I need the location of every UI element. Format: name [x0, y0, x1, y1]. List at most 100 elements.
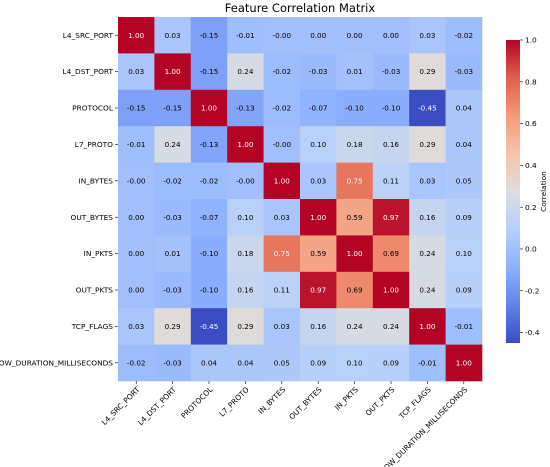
heatmap-cell	[336, 344, 374, 382]
heatmap-cell	[154, 89, 192, 127]
cell-value-label: 0.03	[310, 176, 326, 185]
heatmap-cell	[154, 344, 192, 382]
cell-value-label: 0.09	[456, 213, 472, 222]
heatmap-cell	[336, 162, 374, 200]
heatmap-cell	[190, 53, 228, 91]
x-tick-label: L4_DST_PORT	[136, 385, 178, 427]
heatmap-cell	[190, 126, 228, 163]
heatmap-cell	[336, 89, 374, 127]
heatmap-cell	[263, 162, 301, 200]
heatmap-cell	[336, 17, 374, 54]
heatmap-cell	[372, 89, 410, 127]
heatmap-cell	[263, 17, 301, 54]
cell-value-label: 0.09	[383, 358, 399, 367]
cell-value-label: 1.00	[274, 176, 290, 185]
heatmap-cell	[300, 271, 337, 309]
cell-value-label: 0.16	[383, 140, 399, 149]
heatmap-cell	[300, 199, 337, 236]
y-tick-label: PROTOCOL	[72, 104, 114, 113]
cell-value-label: 0.10	[310, 140, 326, 149]
heatmap-cell	[227, 53, 264, 91]
heatmap-cells: 1.00 0.03 -0.15 -0.01 -0.00 0.00 0.00 0.00 0.03 -…	[118, 17, 483, 382]
cell-value-label: -0.10	[382, 104, 401, 113]
heatmap-cell	[409, 17, 446, 54]
heatmap-cell	[190, 89, 228, 127]
y-tick-label: L4_SRC_PORT	[63, 31, 114, 40]
cell-value-label: 0.03	[165, 31, 181, 40]
cell-value-label: 1.00	[383, 286, 399, 295]
heatmap-cell	[409, 89, 446, 127]
heatmap-cell	[336, 235, 374, 273]
cell-value-label: 0.29	[419, 140, 435, 149]
cell-value-label: -0.15	[163, 104, 182, 113]
heatmap-cell	[445, 344, 483, 382]
cell-value-label: 0.59	[347, 213, 363, 222]
heatmap-cell	[372, 17, 410, 54]
heatmap-cell	[118, 199, 155, 236]
cell-value-label: 0.11	[274, 286, 290, 295]
colorbar-tick-label: 0.4	[525, 161, 537, 170]
cell-value-label: 0.29	[419, 67, 435, 76]
cell-value-label: -0.01	[418, 358, 437, 367]
cell-value-label: 0.16	[237, 286, 253, 295]
cell-value-label: 0.04	[237, 358, 253, 367]
heatmap-cell	[372, 271, 410, 309]
x-tick-label: OUT_BYTES	[287, 385, 324, 422]
heatmap-cell	[154, 271, 192, 309]
heatmap-cell	[227, 308, 264, 345]
heatmap-cell	[409, 126, 446, 163]
x-tick-label: IN_PKTS	[333, 385, 360, 412]
cell-value-label: -0.10	[345, 104, 364, 113]
colorbar-gradient	[506, 40, 520, 343]
cell-value-label: 0.05	[274, 358, 290, 367]
heatmap-cell	[154, 162, 192, 200]
heatmap-cell	[263, 89, 301, 127]
cell-value-label: -0.02	[272, 67, 291, 76]
cell-value-label: 0.01	[347, 67, 363, 76]
cell-value-label: -0.02	[200, 176, 219, 185]
cell-value-label: 0.00	[347, 31, 363, 40]
heatmap-cell	[372, 162, 410, 200]
heatmap-cell	[118, 126, 155, 163]
heatmap-cell	[336, 126, 374, 163]
heatmap-cell	[336, 308, 374, 345]
cell-value-label: 0.29	[165, 322, 181, 331]
heatmap-cell	[118, 271, 155, 309]
heatmap-cell	[263, 199, 301, 236]
heatmap-cell	[336, 271, 374, 309]
colorbar-tick-label: 0.6	[525, 119, 537, 128]
heatmap-cell	[190, 162, 228, 200]
heatmap-cell	[118, 344, 155, 382]
cell-value-label: 0.09	[310, 358, 326, 367]
cell-value-label: 0.16	[310, 322, 326, 331]
cell-value-label: -0.02	[127, 358, 146, 367]
y-tick-label: TCP_FLAGS	[71, 322, 114, 331]
cell-value-label: 0.59	[310, 249, 326, 258]
cell-value-label: -0.00	[272, 140, 291, 149]
heatmap-cell	[118, 89, 155, 127]
cell-value-label: 0.00	[128, 249, 144, 258]
heatmap-cell	[300, 89, 337, 127]
cell-value-label: -0.03	[163, 213, 182, 222]
heatmap-cell	[445, 89, 483, 127]
cell-value-label: 1.00	[201, 104, 217, 113]
heatmap-cell	[154, 199, 192, 236]
heatmap-cell	[118, 53, 155, 91]
cell-value-label: -0.03	[382, 67, 401, 76]
y-tick-label: IN_PKTS	[84, 249, 114, 258]
heatmap-cell	[263, 126, 301, 163]
cell-value-label: 0.97	[383, 213, 399, 222]
colorbar-tick-label: 0.2	[525, 203, 537, 212]
heatmap-cell	[190, 271, 228, 309]
heatmap-cell	[300, 162, 337, 200]
colorbar-tick-label: 0.8	[525, 77, 537, 86]
cell-value-label: 1.00	[456, 358, 472, 367]
cell-value-label: -0.00	[127, 176, 146, 185]
cell-value-label: 0.24	[237, 67, 253, 76]
heatmap-cell	[409, 271, 446, 309]
heatmap-cell	[227, 162, 264, 200]
cell-value-label: -0.03	[309, 67, 328, 76]
heatmap-cell	[372, 308, 410, 345]
cell-value-label: 0.03	[274, 213, 290, 222]
y-tick-label: FLOW_DURATION_MILLISECONDS	[0, 358, 113, 367]
